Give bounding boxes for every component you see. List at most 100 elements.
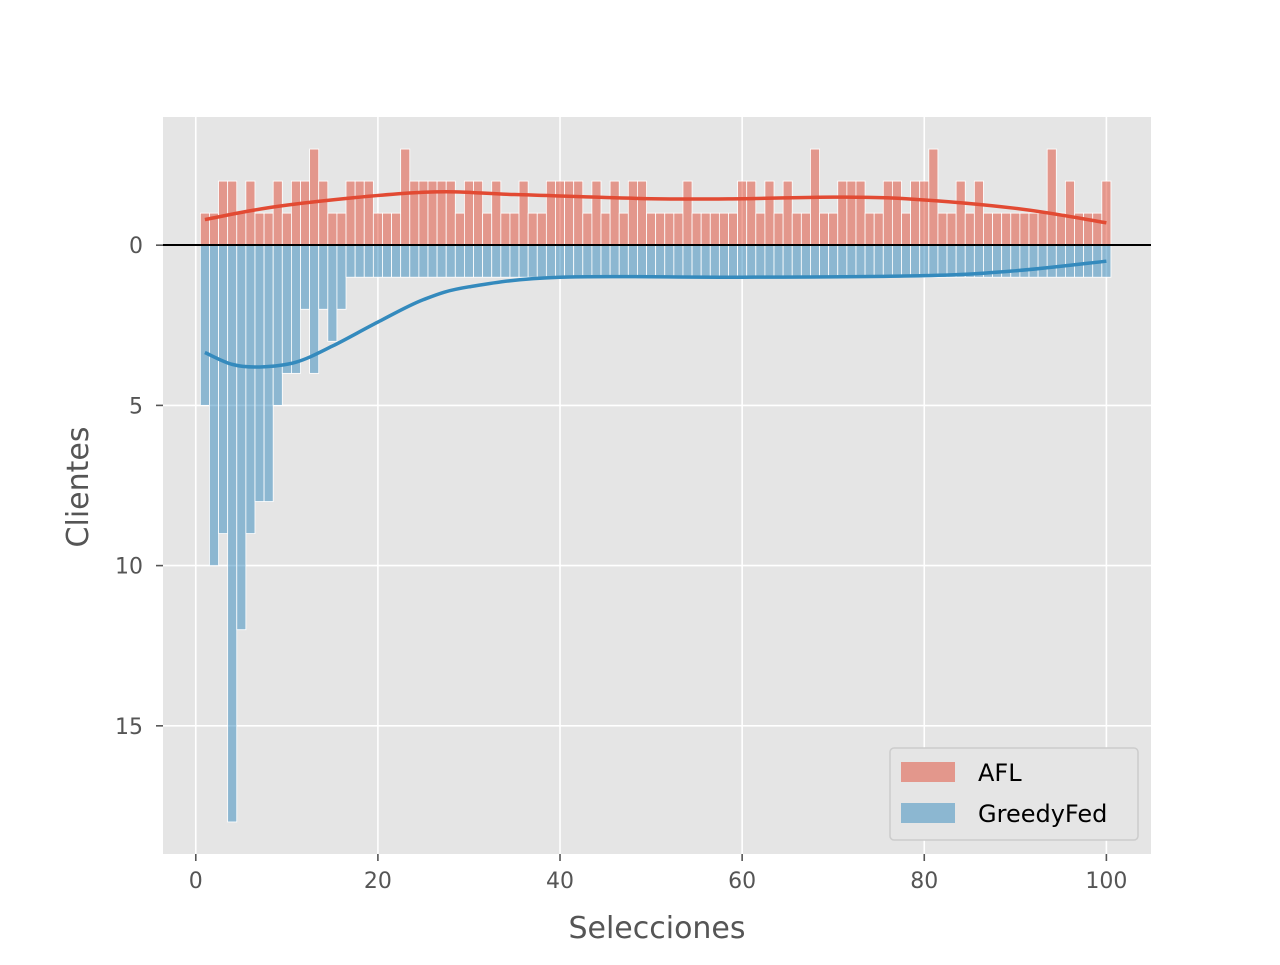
bar-greedyfed-7	[254, 244, 265, 502]
x-tick-label-0: 0	[189, 869, 203, 894]
bar-greedyfed-17	[345, 244, 356, 278]
y-axis-title: Clientes	[61, 427, 96, 548]
bar-greedyfed-19	[363, 244, 374, 278]
bar-afl-53	[673, 212, 684, 246]
bar-afl-51	[655, 212, 666, 246]
bar-greedyfed-3	[218, 244, 229, 534]
bar-greedyfed-33	[491, 244, 502, 278]
bar-greedyfed-18	[354, 244, 365, 278]
bar-afl-55	[691, 212, 702, 246]
bar-afl-12	[300, 180, 311, 246]
bar-greedyfed-28	[445, 244, 456, 278]
bar-afl-58	[718, 212, 729, 246]
bar-greedyfed-95	[1055, 244, 1066, 278]
y-axis-ticks: 0 5 10 15	[115, 234, 163, 740]
bar-afl-18	[354, 180, 365, 246]
bar-afl-65	[782, 180, 793, 246]
bar-afl-92	[1028, 212, 1039, 246]
bar-greedyfed-24	[409, 244, 420, 278]
bar-afl-56	[700, 212, 711, 246]
bar-afl-87	[983, 212, 993, 246]
bar-afl-39	[545, 180, 556, 246]
bar-afl-99	[1092, 212, 1103, 246]
bar-afl-60	[737, 180, 748, 246]
bar-afl-10	[281, 212, 292, 246]
bar-afl-59	[728, 212, 738, 246]
bar-greedyfed-72	[846, 244, 857, 278]
bar-greedyfed-55	[691, 244, 702, 278]
bar-greedyfed-48	[627, 244, 638, 278]
bar-greedyfed-40	[555, 244, 565, 278]
bar-greedyfed-59	[728, 244, 738, 278]
bar-greedyfed-69	[819, 244, 830, 278]
bar-afl-9	[272, 180, 283, 246]
bar-greedyfed-80	[919, 244, 930, 278]
bar-greedyfed-37	[527, 244, 538, 278]
bar-afl-19	[363, 180, 374, 246]
x-axis-title: Selecciones	[568, 911, 745, 946]
bar-greedyfed-67	[800, 244, 811, 278]
bar-afl-57	[709, 212, 720, 246]
bar-greedyfed-60	[737, 244, 748, 278]
bar-afl-67	[800, 212, 811, 246]
bar-afl-8	[263, 212, 274, 246]
bar-greedyfed-92	[1028, 244, 1039, 278]
bar-afl-54	[682, 180, 693, 246]
bar-afl-34	[500, 212, 511, 246]
bar-greedyfed-81	[928, 244, 939, 278]
bar-afl-11	[290, 180, 301, 246]
bar-afl-64	[773, 212, 784, 246]
bar-greedyfed-23	[400, 244, 411, 278]
bar-afl-32	[482, 212, 493, 246]
bar-afl-49	[637, 180, 647, 246]
bar-afl-85	[964, 212, 975, 246]
bar-greedyfed-34	[500, 244, 511, 278]
bar-afl-6	[245, 180, 256, 246]
bar-greedyfed-10	[281, 244, 292, 374]
bar-greedyfed-78	[901, 244, 912, 278]
bar-greedyfed-8	[263, 244, 274, 502]
bar-greedyfed-91	[1019, 244, 1030, 278]
bar-afl-78	[901, 212, 912, 246]
bar-afl-79	[910, 180, 921, 246]
bar-afl-14	[318, 180, 329, 246]
bar-greedyfed-46	[609, 244, 620, 278]
bar-greedyfed-38	[536, 244, 547, 278]
bar-afl-15	[327, 212, 338, 246]
bar-afl-94	[1046, 148, 1057, 246]
bar-greedyfed-64	[773, 244, 784, 278]
bar-greedyfed-76	[882, 244, 893, 278]
bar-greedyfed-32	[482, 244, 493, 278]
bar-afl-17	[345, 180, 356, 246]
bar-afl-74	[864, 212, 875, 246]
bar-afl-36	[518, 180, 529, 246]
bar-afl-48	[627, 180, 638, 246]
legend-label-afl: AFL	[978, 759, 1022, 787]
bar-afl-45	[600, 212, 611, 246]
bar-afl-81	[928, 148, 939, 246]
bar-greedyfed-65	[782, 244, 793, 278]
bar-afl-100	[1101, 180, 1112, 246]
bar-afl-82	[937, 212, 948, 246]
x-tick-label-3: 60	[728, 869, 756, 894]
bar-afl-95	[1055, 212, 1066, 246]
bar-greedyfed-51	[655, 244, 666, 278]
bar-greedyfed-62	[755, 244, 766, 278]
bar-greedyfed-11	[290, 244, 301, 374]
bar-greedyfed-58	[718, 244, 729, 278]
bar-afl-52	[664, 212, 675, 246]
bar-afl-86	[973, 180, 984, 246]
bar-afl-90	[1010, 212, 1021, 246]
bar-afl-3	[218, 180, 229, 246]
legend-swatch-greedyfed	[901, 803, 955, 823]
bar-afl-33	[491, 180, 502, 246]
x-tick-label-5: 100	[1085, 869, 1127, 894]
bar-greedyfed-44	[591, 244, 602, 278]
bar-greedyfed-25	[418, 244, 429, 278]
bar-afl-76	[882, 180, 893, 246]
bar-afl-63	[764, 180, 775, 246]
y-tick-label-2: 10	[115, 555, 143, 580]
bar-greedyfed-93	[1037, 244, 1048, 278]
